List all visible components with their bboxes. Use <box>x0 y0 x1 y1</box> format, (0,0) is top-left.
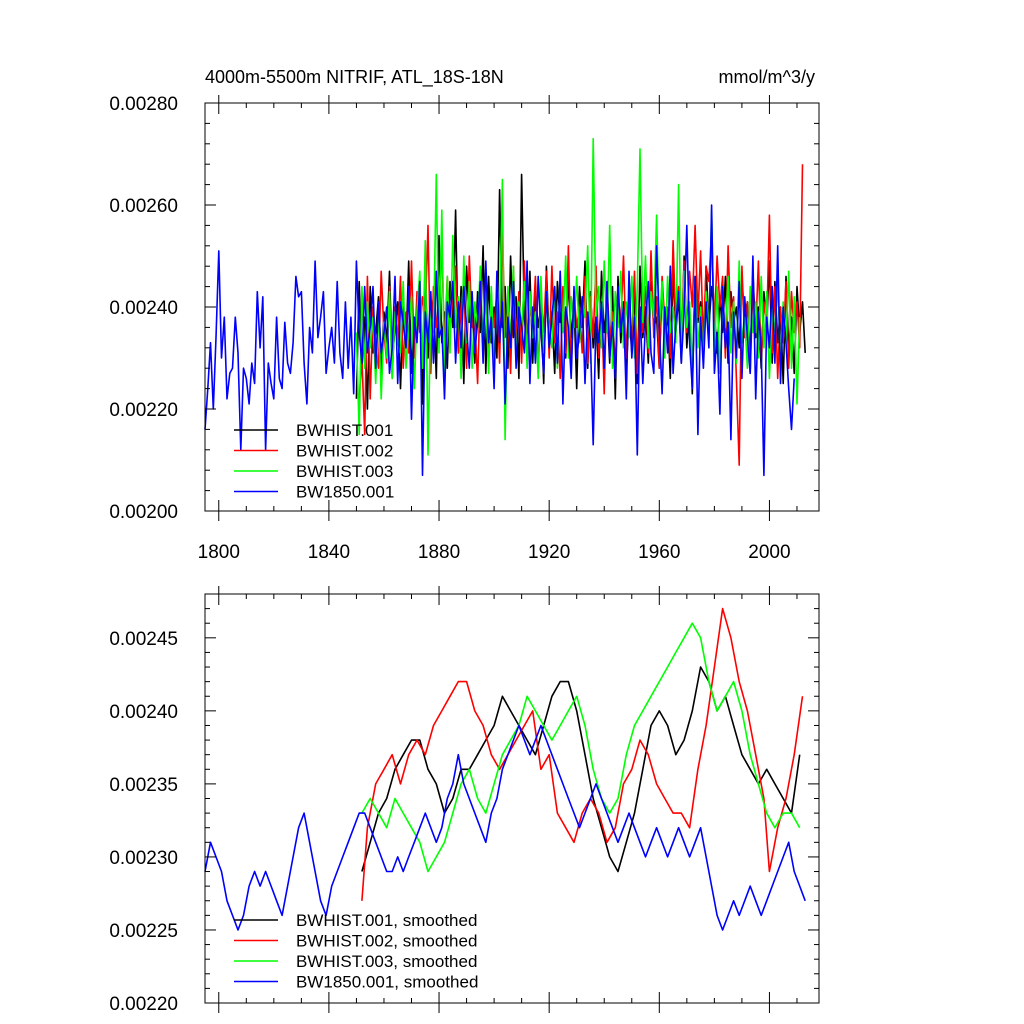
bottom-legend: BWHIST.001, smoothed BWHIST.002, smoothed… <box>234 911 478 992</box>
top-x-tick-label: 1880 <box>418 542 460 563</box>
bottom-series-line-1 <box>361 666 801 873</box>
top-x-tick-label: 1960 <box>638 542 680 563</box>
top-legend-label-4: BW1850.001 <box>296 483 394 502</box>
top-y-tick-label: 0.00280 <box>109 94 178 115</box>
chart-units: mmol/m^3/y <box>719 67 815 87</box>
bottom-series-line-2 <box>361 607 804 901</box>
top-series-line-4 <box>204 204 795 477</box>
top-x-tick-label: 2000 <box>748 542 790 563</box>
bottom-legend-label-4: BW1850.001, smoothed <box>296 973 478 992</box>
top-series-line-3 <box>355 137 801 456</box>
bottom-panel: 0.00220 0.00225 0.00230 0.00235 0.00240 0.002… <box>109 586 820 1015</box>
bottom-legend-label-2: BWHIST.002, smoothed <box>296 932 477 951</box>
bottom-y-tick-label: 0.00220 <box>109 994 178 1015</box>
top-y-tick-label: 0.00200 <box>109 502 178 523</box>
bottom-y-tick-label: 0.00240 <box>109 702 178 723</box>
bottom-y-tick-label: 0.00225 <box>109 921 178 942</box>
bottom-legend-label-1: BWHIST.001, smoothed <box>296 911 477 930</box>
top-legend-label-2: BWHIST.002 <box>296 442 393 461</box>
top-y-tick-label: 0.00260 <box>109 196 178 217</box>
bottom-y-tick-label: 0.00245 <box>109 629 178 650</box>
chart-title: 4000m-5500m NITRIF, ATL_18S-18N <box>205 67 504 88</box>
top-x-tick-label: 1920 <box>528 542 570 563</box>
top-y-tick-label: 0.00240 <box>109 298 178 319</box>
top-x-tick-label: 1800 <box>198 542 240 563</box>
top-series-group <box>204 137 806 477</box>
bottom-legend-label-3: BWHIST.003, smoothed <box>296 952 477 971</box>
bottom-series-line-4 <box>204 724 806 931</box>
top-legend-label-1: BWHIST.001 <box>296 421 393 440</box>
bottom-series-line-3 <box>361 622 801 873</box>
bottom-y-tick-label: 0.00230 <box>109 848 178 869</box>
top-panel: 0.00200 0.00220 0.00240 0.00260 0.00280 1800 1… <box>109 67 820 563</box>
bottom-series-group <box>204 607 806 931</box>
top-x-tick-label: 1840 <box>308 542 350 563</box>
top-legend-label-3: BWHIST.003 <box>296 462 393 481</box>
top-y-tick-label: 0.00220 <box>109 400 178 421</box>
bottom-y-tick-label: 0.00235 <box>109 775 178 796</box>
